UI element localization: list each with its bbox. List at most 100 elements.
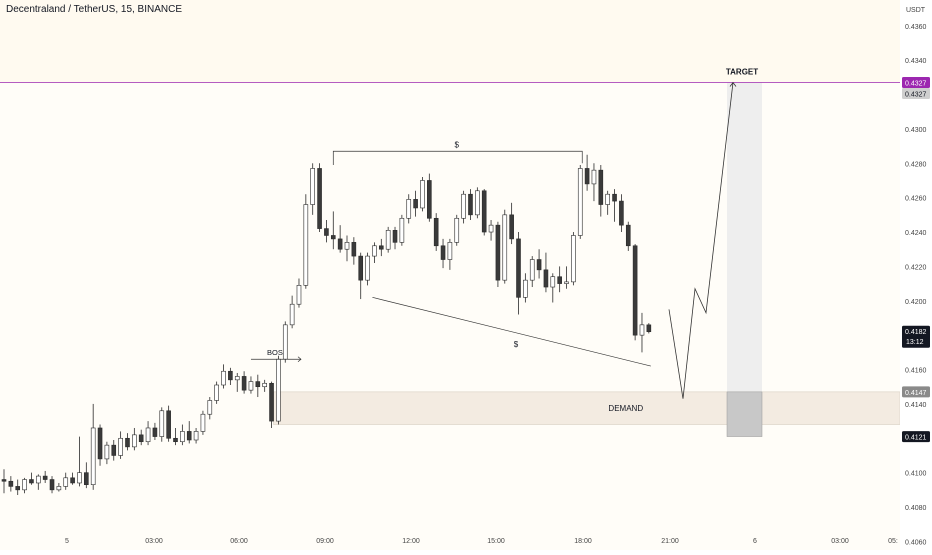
candle-body	[358, 255, 364, 281]
candle-body	[8, 480, 14, 487]
candle-body	[399, 217, 405, 243]
bos-arrow-icon	[297, 356, 302, 362]
candle-body	[509, 214, 514, 240]
x-tick-label: 03:00	[831, 538, 849, 545]
candle-body	[646, 324, 652, 333]
candle-body	[392, 230, 398, 243]
target-price-label-tag	[902, 77, 930, 88]
candle-body	[42, 475, 48, 480]
candle-body	[557, 276, 562, 284]
candle-body	[481, 190, 487, 233]
projection-box	[727, 82, 762, 392]
candle-body	[310, 168, 316, 205]
candle-body	[536, 259, 542, 271]
candle-body	[97, 427, 103, 460]
candle-body	[282, 324, 288, 360]
candle-body	[289, 303, 295, 326]
candle-body	[248, 381, 254, 391]
x-tick-label: 21:00	[661, 538, 679, 545]
candle-body	[365, 255, 370, 281]
countdown-label: 13:12	[906, 339, 924, 346]
y-tick-label: 0.4220	[905, 264, 927, 271]
target-price-label: 0.4327	[905, 81, 927, 88]
candle-body	[420, 180, 425, 209]
stop-price-label-tag	[902, 431, 930, 443]
target-grey-tag	[902, 88, 930, 99]
y-tick-label: 0.4360	[905, 24, 927, 31]
candle-body	[461, 193, 466, 219]
candle-body	[495, 224, 501, 281]
candle-body	[454, 217, 460, 243]
candle-body	[186, 431, 192, 441]
y-tick-label: 0.4240	[905, 230, 927, 237]
demand-zone	[273, 391, 901, 425]
candle-body	[207, 400, 213, 415]
candle-body	[56, 486, 62, 491]
candle-body	[639, 324, 645, 336]
y-tick-label: 0.4340	[905, 58, 927, 65]
candle-body	[125, 437, 130, 448]
candle-body	[344, 242, 350, 250]
candle-body	[132, 434, 137, 448]
candle-body	[523, 279, 528, 298]
candle-body	[145, 427, 151, 443]
candle-body	[29, 479, 34, 484]
demand-price-label-tag	[902, 386, 930, 398]
candle-body	[612, 193, 617, 202]
candle-body	[118, 437, 123, 456]
candle-body	[324, 228, 329, 236]
y-tick-label: 0.4280	[905, 161, 927, 168]
x-tick-label: 05:	[888, 538, 898, 545]
candle-body	[104, 444, 110, 460]
candle-body	[234, 376, 240, 381]
candle-body	[550, 276, 556, 288]
candle-body	[84, 472, 89, 485]
candle-body	[296, 285, 302, 305]
candle-body	[138, 434, 144, 443]
liquidity-bottom-label: $	[514, 340, 519, 349]
candle-body	[516, 238, 521, 298]
candle-body	[200, 413, 206, 432]
candle-body	[406, 199, 412, 219]
candle-body	[625, 224, 631, 247]
candle-body	[591, 169, 597, 185]
x-tick-label: 5	[65, 538, 69, 545]
x-tick-label: 06:00	[230, 538, 248, 545]
y-tick-label: 0.4300	[905, 127, 927, 134]
stop-price-label: 0.4121	[905, 435, 927, 442]
candle-body	[15, 486, 21, 491]
x-tick-label: 03:00	[145, 538, 163, 545]
candle-body	[468, 193, 473, 216]
candle-body	[598, 169, 604, 205]
target-label: TARGET	[726, 68, 758, 77]
candle-body	[262, 382, 267, 388]
candle-body	[241, 376, 247, 391]
candle-body	[564, 281, 569, 284]
current-price-label: 0.4182	[905, 329, 927, 336]
candle-body	[70, 477, 75, 484]
candle-body	[447, 242, 453, 260]
candle-body	[372, 245, 377, 257]
demand-price-label: 0.4147	[905, 390, 927, 397]
candle-body	[337, 238, 343, 250]
candle-body	[111, 444, 117, 456]
liquidity-trendline	[372, 297, 651, 367]
bos-label: BOS	[267, 348, 283, 357]
candle-body	[427, 180, 432, 219]
x-tick-label: 12:00	[402, 538, 420, 545]
candle-body	[385, 230, 391, 250]
candle-body	[433, 217, 439, 247]
currency-label: USDT	[906, 7, 926, 14]
candle-body	[90, 427, 96, 485]
candle-body	[475, 190, 480, 216]
chart-title: Decentraland / TetherUS, 15, BINANCE	[6, 4, 183, 15]
candle-body	[159, 410, 165, 437]
candle-body	[619, 200, 624, 226]
liquidity-top-label: $	[455, 140, 460, 149]
demand-label: DEMAND	[608, 404, 643, 413]
x-tick-label: 6	[753, 538, 757, 545]
candle-body	[77, 472, 82, 484]
candle-body	[571, 235, 576, 283]
